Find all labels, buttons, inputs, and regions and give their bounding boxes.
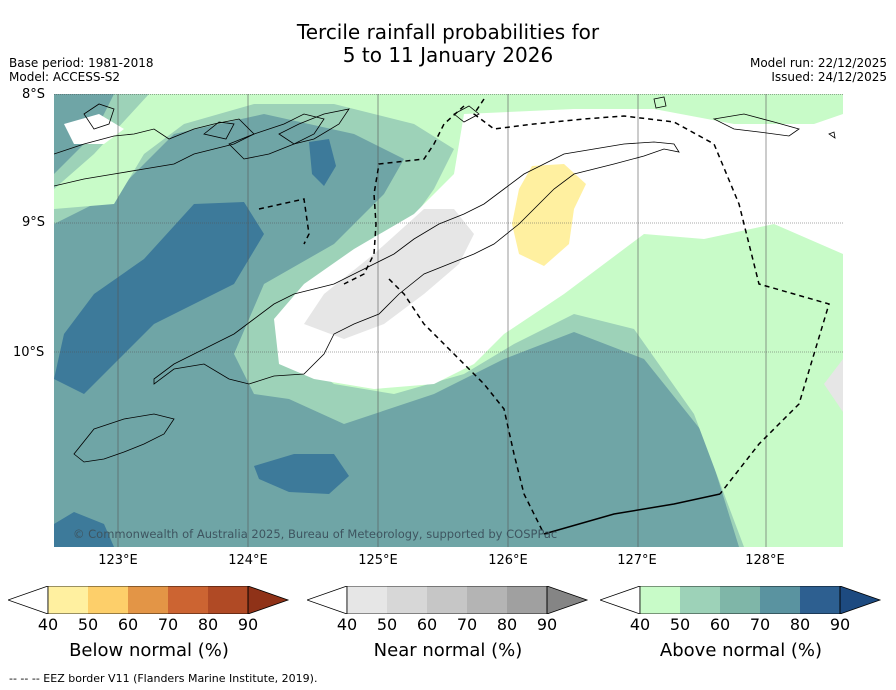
colorbar-below-seg-50 [88,586,128,614]
colorbar-above-svg [598,585,882,615]
alor-coast [228,113,325,160]
colorbar-above-tick-90: 90 [829,615,851,634]
region-near-40 [304,209,474,339]
leti-islands [712,113,800,137]
lon-label-124e: 124°E [228,553,268,568]
issued-date: Issued: 24/12/2025 [771,70,887,84]
map-panel [53,94,843,547]
colorbar-below-seg-40 [48,586,88,614]
title-line-2: 5 to 11 January 2026 [342,43,554,67]
model-run: Model run: 22/12/2025 [749,56,887,70]
colorbar-below-tick-40: 40 [37,615,59,634]
colorbar-below-tick-80: 80 [197,615,219,634]
colorbar-near-tick-80: 80 [496,615,518,634]
colorbar-below-title: Below normal (%) [69,640,229,661]
islet-ne-1 [653,96,667,109]
colorbar-below-seg-60 [128,586,168,614]
colorbar-above-seg-80 [800,586,840,614]
colorbar-near-seg-50 [387,586,427,614]
pantar-coast [203,121,235,140]
colorbar-below [6,585,290,615]
colorbar-near-svg [305,585,589,615]
base-period: Base period: 1981-2018 [9,56,154,70]
timor-coast [153,141,680,385]
colorbar-near-tick-70: 70 [456,615,478,634]
colorbar-below-tick-70: 70 [157,615,179,634]
colorbar-near-max-arrow [546,585,589,615]
colorbar-near-seg-60 [427,586,467,614]
atauro-coast [453,105,480,123]
colorbar-near [305,585,589,615]
coastlines [53,96,836,463]
colorbar-below-tick-90: 90 [237,615,259,634]
lat-label-9s: 9°S [22,215,46,230]
colorbar-above-seg-60 [720,586,760,614]
colorbar-near-seg-70 [467,586,507,614]
islet-nw [83,103,115,130]
eez-legend-note: -- -- -- EEZ border V11 (Flanders Marine… [9,672,318,685]
copyright-text: © Commonwealth of Australia 2025, Bureau… [73,527,558,541]
colorbar-near-tick-40: 40 [336,615,358,634]
model-name: Model: ACCESS-S2 [9,70,121,84]
colorbar-below-svg [6,585,290,615]
colorbar-above-max-arrow [839,585,882,615]
flores-coast [53,118,255,187]
region-near-east [824,359,843,412]
eez-border-north [343,105,465,285]
eez-border [258,98,830,535]
colorbar-above-tick-60: 60 [709,615,731,634]
colorbar-near-tick-60: 60 [416,615,438,634]
lon-label-123e: 123°E [98,553,138,568]
lon-label-125e: 125°E [358,553,398,568]
colorbar-below-seg-70 [168,586,208,614]
colorbar-above-tick-80: 80 [789,615,811,634]
lat-label-10s: 10°S [13,345,45,360]
colorbar-below-min-arrow [6,585,49,615]
region-above-70-west [54,202,264,394]
colorbar-below-max-arrow [247,585,290,615]
wetar-west [278,108,350,145]
colorbar-near-seg-40 [347,586,387,614]
colorbar-near-seg-80 [507,586,547,614]
colorbar-above-tick-50: 50 [669,615,691,634]
colorbar-above-title: Above normal (%) [659,640,823,661]
eez-border-east [472,98,830,495]
colorbar-above-seg-40 [640,586,680,614]
colorbar-near-tick-50: 50 [376,615,398,634]
colorbar-above-tick-70: 70 [749,615,771,634]
lat-label-8s: 8°S [22,87,46,102]
title-line-1: Tercile rainfall probabilities for [296,20,600,44]
colorbar-above-tick-40: 40 [629,615,651,634]
rote-coast [73,413,175,463]
colorbar-below-tick-60: 60 [117,615,139,634]
lon-label-127e: 127°E [617,553,657,568]
colorbar-below-tick-50: 50 [77,615,99,634]
eez-border-solid [543,493,721,535]
colorbar-near-min-arrow [305,585,348,615]
colorbar-above [598,585,882,615]
region-above-70-south [254,454,349,494]
lon-label-128e: 128°E [745,553,785,568]
map-svg [53,94,843,547]
eez-border-south [388,278,545,535]
colorbar-above-seg-70 [760,586,800,614]
lon-label-126e: 126°E [488,553,528,568]
colorbar-near-title: Near normal (%) [373,640,523,661]
colorbar-above-seg-50 [680,586,720,614]
colorbar-near-tick-90: 90 [536,615,558,634]
islet-ne-2 [828,131,836,139]
region-above-70-corner [54,512,114,547]
colorbar-above-min-arrow [598,585,641,615]
colorbar-below-seg-80 [208,586,248,614]
region-above-70-north [309,139,336,186]
region-below-40 [512,164,586,266]
eez-border-oecusse [258,198,310,245]
